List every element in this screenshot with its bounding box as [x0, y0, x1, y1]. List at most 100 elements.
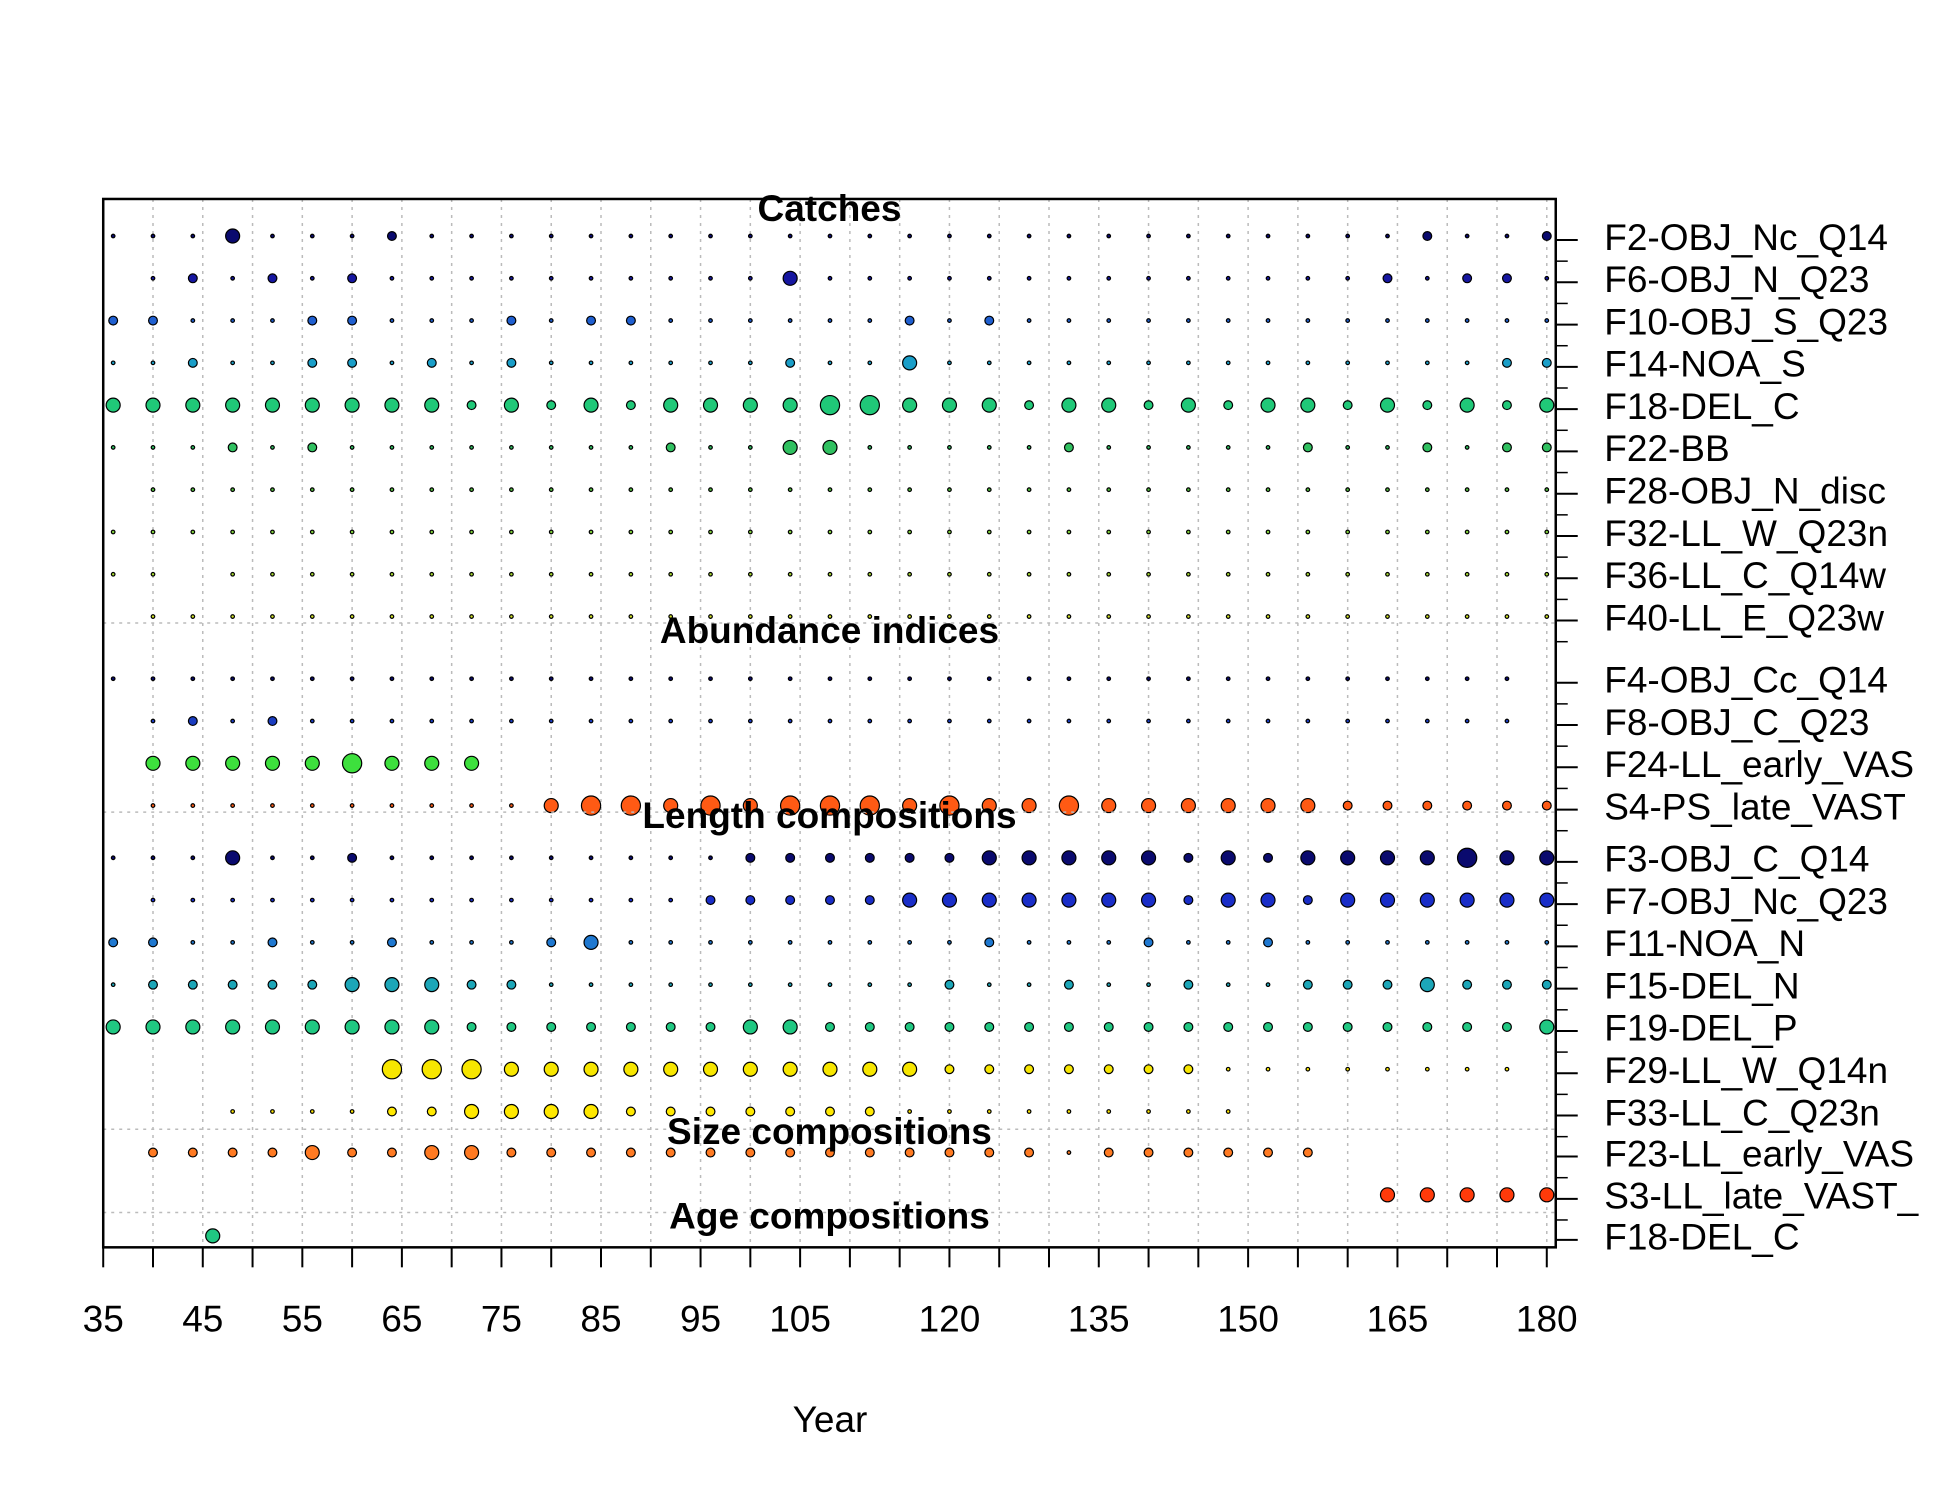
bubble [150, 571, 156, 577]
bubble [307, 979, 318, 990]
bubble [309, 529, 315, 535]
bubble [267, 937, 278, 948]
bubble [986, 529, 992, 535]
bubble [588, 855, 594, 861]
section-title: Length compositions [642, 795, 1016, 836]
bubble [349, 718, 355, 724]
bubble [1024, 1147, 1035, 1158]
bubble [429, 939, 435, 945]
bubble [270, 897, 275, 903]
bubble [827, 718, 833, 724]
bubble [708, 487, 713, 493]
series-label: F24-LL_early_VAS [1604, 744, 1914, 785]
bubble [548, 982, 554, 988]
bubble [745, 895, 756, 906]
bubble [147, 979, 158, 990]
bubble [742, 797, 758, 814]
bubble [827, 676, 833, 682]
bubble [827, 529, 833, 535]
bubble [747, 529, 753, 535]
bubble [508, 855, 514, 861]
bubble [902, 397, 918, 413]
series-label: F33-LL_C_Q23n [1604, 1092, 1880, 1133]
bubble [1342, 800, 1353, 811]
bubble [708, 939, 713, 945]
bubble [1066, 1150, 1072, 1155]
bubble [668, 571, 674, 577]
bubble [508, 897, 514, 903]
bubble [1183, 979, 1194, 990]
bubble [267, 716, 278, 727]
bubble [1024, 400, 1035, 411]
bubble [1382, 273, 1393, 284]
bubble [1385, 571, 1390, 577]
bubble [1345, 360, 1351, 366]
series-label: F29-LL_W_Q14n [1604, 1050, 1888, 1091]
bubble [588, 897, 594, 903]
bubble [941, 397, 958, 413]
bubble [782, 270, 798, 286]
bubble [230, 487, 236, 493]
bubble [1544, 571, 1550, 577]
bubble [1541, 357, 1552, 368]
bubble [705, 1106, 716, 1117]
bubble [548, 571, 554, 577]
bubble [1424, 360, 1430, 366]
bubble [708, 571, 713, 577]
bubble [1305, 529, 1311, 535]
x-tick-label: 150 [1217, 1299, 1279, 1340]
bubble [190, 614, 196, 619]
bubble [1265, 487, 1271, 493]
bubble [1345, 571, 1351, 577]
bubble [1183, 1021, 1194, 1032]
bubble [668, 676, 674, 682]
bubble [1265, 233, 1271, 239]
bubble [1225, 1109, 1231, 1114]
bubble [1026, 614, 1032, 619]
bubble [939, 795, 960, 816]
bubble [546, 1147, 557, 1158]
bubble [145, 755, 161, 771]
bubble [424, 1144, 440, 1161]
bubble [1385, 939, 1390, 945]
bubble [1300, 797, 1316, 814]
bubble [389, 676, 395, 682]
bubble [508, 803, 514, 808]
bubble [787, 233, 793, 239]
bubble [1302, 442, 1313, 453]
section-title: Age compositions [669, 1196, 990, 1237]
bubble [586, 1147, 597, 1158]
bubble [1544, 318, 1550, 323]
bubble [981, 397, 997, 413]
bubble [1101, 892, 1117, 908]
bubble [389, 803, 395, 808]
bubble [1143, 937, 1154, 948]
bubble [1260, 397, 1276, 413]
bubble [1464, 318, 1470, 323]
bubble [1539, 1187, 1555, 1203]
bubble [309, 897, 315, 903]
bubble [267, 273, 278, 284]
bubble [227, 1147, 238, 1158]
bubble [1385, 445, 1390, 450]
bubble [347, 273, 358, 284]
bubble [1026, 676, 1032, 682]
bubble [429, 571, 435, 577]
bubble [827, 487, 833, 493]
bubble [1026, 571, 1032, 577]
bubble [429, 897, 435, 903]
bubble [1185, 233, 1191, 239]
bubble [1146, 275, 1151, 281]
bubble [827, 318, 833, 323]
bubble [384, 397, 400, 413]
bubble [105, 1019, 121, 1035]
bubble [110, 360, 116, 366]
bubble [1183, 1064, 1194, 1075]
bubble [1106, 445, 1112, 450]
bubble [1143, 400, 1154, 411]
bubble [1305, 1066, 1311, 1072]
bubble [230, 1109, 236, 1114]
bubble [270, 855, 275, 861]
bubble [984, 1021, 995, 1032]
bubble [1501, 442, 1512, 453]
